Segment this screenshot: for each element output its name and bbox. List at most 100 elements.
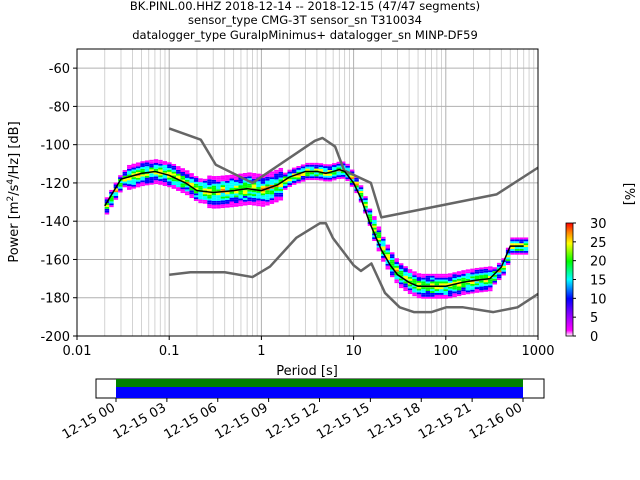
psd-bin [390, 259, 395, 262]
psd-bin [274, 190, 279, 193]
psd-bin [189, 182, 194, 185]
psd-bin [510, 250, 515, 253]
psd-bin [492, 267, 497, 270]
psd-bin [131, 184, 136, 187]
psd-bin [439, 277, 444, 280]
psd-bin [211, 197, 217, 200]
psd-bin [381, 246, 386, 249]
psd-bin [309, 174, 315, 177]
psd-bin [287, 177, 292, 180]
psd-bin [122, 170, 128, 172]
psd-bin [278, 171, 284, 174]
psd-bin [167, 166, 172, 169]
psd-bin [425, 281, 431, 284]
psd-bin [416, 286, 422, 289]
psd-bin [465, 269, 471, 272]
psd-bin [474, 281, 480, 284]
psd-bin [354, 179, 359, 182]
psd-bin [278, 198, 284, 201]
psd-bin [430, 281, 435, 284]
psd-bin [265, 186, 270, 189]
psd-bin [149, 177, 154, 179]
psd-bin [207, 192, 212, 195]
psd-bin [207, 185, 212, 188]
psd-bin [158, 180, 163, 183]
psd-bin [407, 288, 413, 291]
psd-bin [234, 176, 239, 179]
noise-models [168, 127, 539, 314]
psd-bin [127, 184, 132, 187]
psd-bin [372, 216, 377, 219]
psd-bin [229, 191, 235, 194]
psd-bin [135, 166, 141, 169]
median-curve [104, 168, 524, 288]
psd-bin [492, 274, 497, 277]
psd-bin [158, 177, 163, 180]
psd-bin [483, 272, 489, 275]
psd-bin [430, 291, 435, 293]
psd-bin [193, 191, 199, 194]
psd-bin [216, 198, 221, 201]
psd-bin [158, 163, 163, 166]
psd-bin [394, 275, 399, 278]
psd-bin [390, 271, 395, 274]
psd-bin [234, 181, 239, 184]
psd-bin [443, 294, 448, 297]
psd-bin [479, 288, 484, 291]
psd-bin [176, 181, 181, 184]
psd-bin [439, 283, 444, 286]
psd-bin [135, 172, 141, 174]
psd-bin [247, 203, 252, 205]
psd-bin [488, 279, 493, 282]
psd-bin [238, 187, 243, 189]
psd-bin [479, 284, 484, 287]
psd-bin [180, 191, 185, 194]
psd-bin [488, 281, 493, 284]
psd-bin [300, 166, 306, 169]
psd-bin [211, 185, 217, 188]
noise-model-high [168, 127, 539, 219]
psd-bin [234, 187, 239, 190]
psd-bin [140, 165, 145, 167]
psd-bin [300, 174, 306, 176]
psd-bin [229, 205, 235, 208]
psd-bin [189, 176, 194, 179]
psd-bin [430, 294, 435, 297]
psd-bin [510, 239, 515, 242]
psd-bin [104, 206, 110, 209]
psd-bin [207, 202, 212, 205]
psd-bin [398, 284, 404, 287]
psd-bin [229, 178, 235, 181]
psd-bin [225, 186, 230, 189]
psd-bin [202, 201, 208, 204]
psd-bin [220, 175, 226, 178]
psd-bin [216, 204, 221, 207]
psd-bin [149, 165, 154, 168]
psd-bin [416, 275, 422, 278]
psd-bin [492, 280, 497, 283]
psd-bin [376, 236, 382, 238]
psd-bin [479, 275, 484, 277]
psd-bin [354, 177, 359, 180]
psd-bin [510, 252, 515, 255]
psd-bin [501, 269, 506, 272]
psd-bin [265, 180, 270, 183]
psd-bin [474, 285, 480, 288]
psd-bin [349, 184, 355, 187]
psd-bin [394, 258, 399, 261]
psd-bin [407, 292, 413, 295]
psd-bin [412, 279, 417, 281]
psd-bin [470, 272, 475, 275]
psd-bin [144, 179, 150, 182]
psd-bin [305, 164, 310, 167]
psd-bin [363, 200, 368, 202]
psd-bin [479, 269, 484, 272]
psd-bin [456, 275, 462, 277]
psd-bin [127, 174, 132, 177]
psd-bin [225, 177, 230, 179]
psd-bin [425, 289, 431, 292]
psd-bin [430, 277, 435, 280]
psd-bin [403, 281, 408, 284]
psd-bin [456, 271, 462, 274]
psd-bin [416, 294, 422, 297]
